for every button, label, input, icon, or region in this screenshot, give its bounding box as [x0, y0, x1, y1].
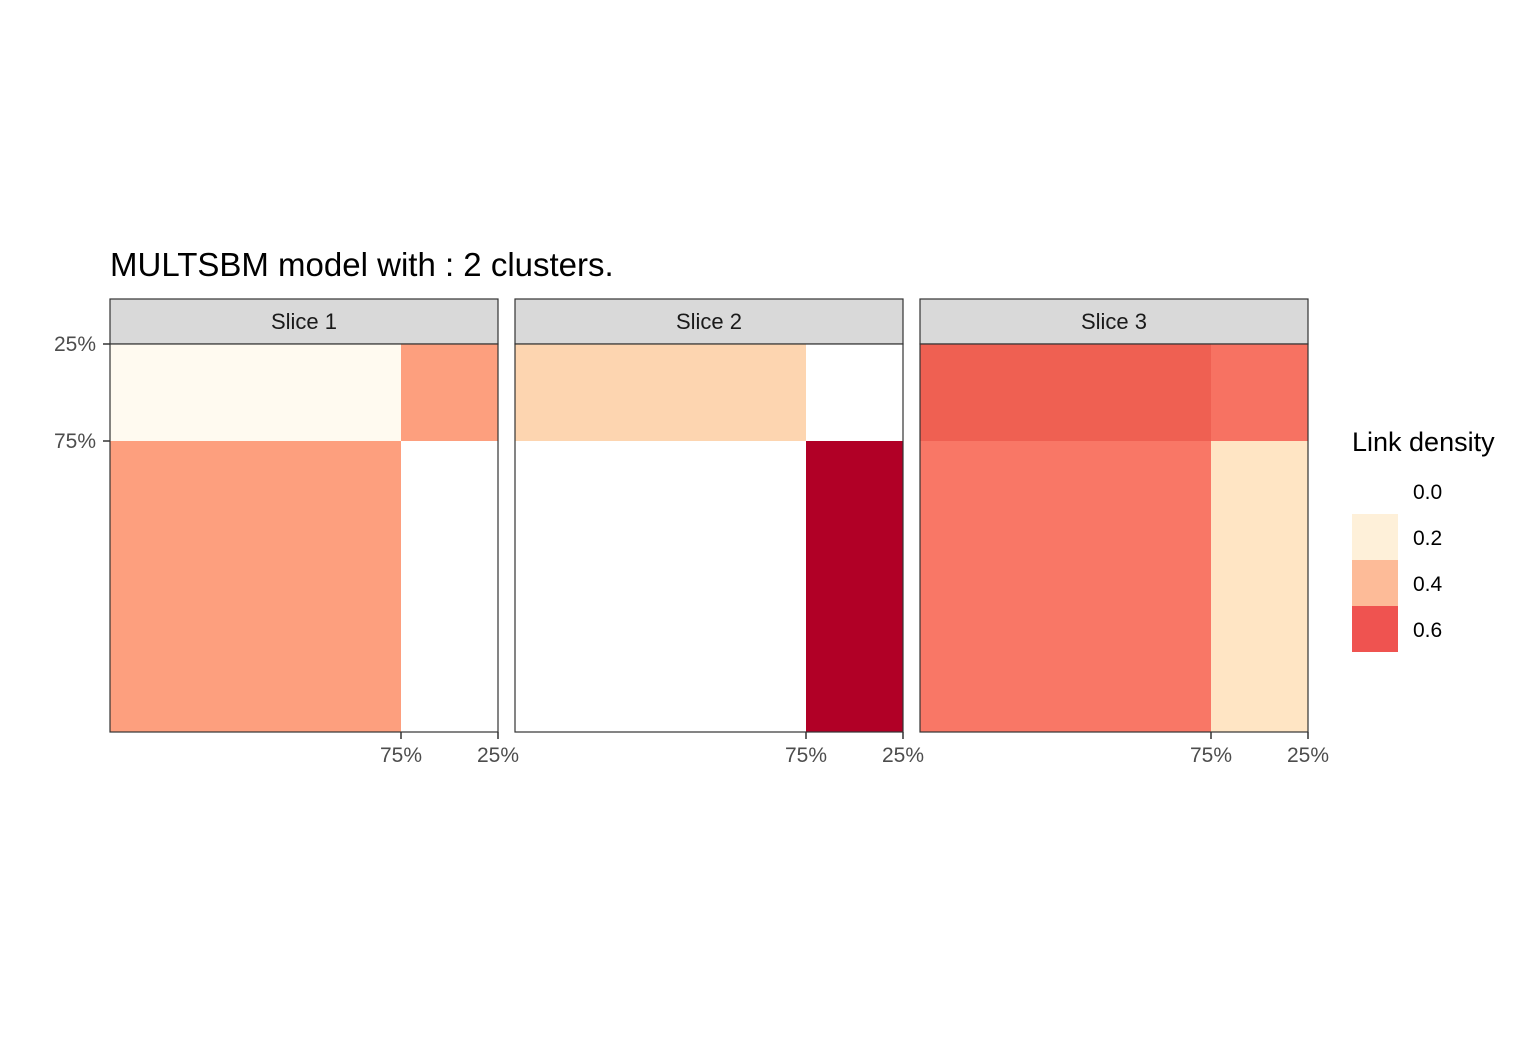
facet-strip — [919, 298, 1309, 345]
facet-strip-label: Slice 1 — [271, 309, 337, 334]
heatmap-cell — [110, 441, 401, 732]
facet-panel: Slice 2 75% 25% — [514, 298, 924, 767]
x-tick-label: 25% — [1287, 744, 1329, 767]
heatmap-cell — [920, 441, 1211, 732]
heatmap-cell — [920, 344, 1211, 441]
facet-panel: Slice 3 75% 25% — [919, 298, 1329, 767]
y-tick-label: 75% — [54, 430, 96, 453]
x-tick-label: 75% — [1190, 744, 1232, 767]
legend-label: 0.4 — [1413, 573, 1443, 596]
panel-border — [514, 343, 904, 733]
facet-panel: Slice 1 75% 25% — [109, 298, 519, 767]
x-tick-label: 25% — [882, 744, 924, 767]
legend-label: 0.6 — [1413, 619, 1442, 642]
heatmap-cell — [401, 344, 498, 441]
facet-strip — [514, 298, 904, 345]
heatmap-cell — [110, 344, 401, 441]
legend-label: 0.0 — [1413, 481, 1442, 504]
legend-key — [1352, 560, 1398, 606]
panel-border — [109, 343, 499, 733]
heatmap-cell — [1211, 441, 1308, 732]
y-axis: 25% 75% — [54, 333, 110, 453]
facet-panels: Slice 175% 25%Slice 275% 25%Slice 375% 25%2… — [54, 298, 1329, 767]
y-tick-label: 25% — [54, 333, 96, 356]
heatmap-cell — [515, 344, 806, 441]
chart-title: MULTSBM model with : 2 clusters. — [110, 246, 614, 283]
legend-key — [1352, 606, 1398, 652]
facet-strip — [109, 298, 499, 345]
facet-strip-label: Slice 2 — [676, 309, 742, 334]
facet-strip-label: Slice 3 — [1081, 309, 1147, 334]
panel-border — [919, 343, 1309, 733]
heatmap-cell — [806, 344, 903, 441]
x-tick-label: 25% — [477, 744, 519, 767]
heatmap-cell — [806, 441, 903, 732]
x-tick-label: 75% — [380, 744, 422, 767]
x-tick-label: 75% — [785, 744, 827, 767]
legend-key — [1352, 514, 1398, 560]
legend-label: 0.2 — [1413, 527, 1442, 550]
legend: Link density 0.0 0.2 0.4 0.6 — [1352, 427, 1495, 652]
heatmap-cell — [515, 441, 806, 732]
legend-key — [1352, 468, 1398, 514]
heatmap-cell — [401, 441, 498, 732]
heatmap-cell — [1211, 344, 1308, 441]
legend-title: Link density — [1352, 427, 1495, 457]
